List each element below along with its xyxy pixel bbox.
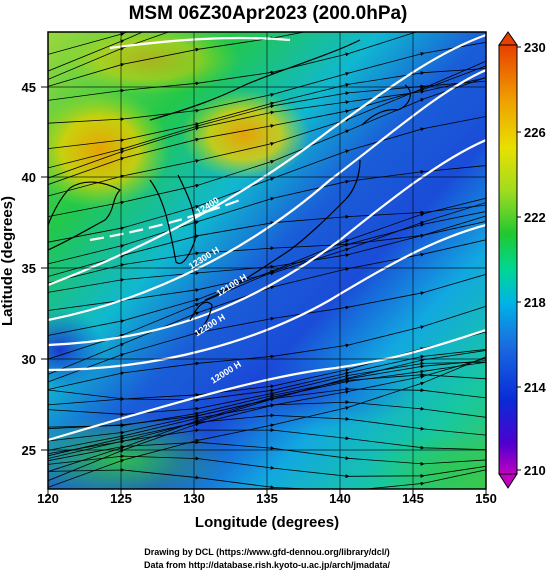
map-title: MSM 06Z30Apr2023 (200.0hPa) (129, 3, 408, 24)
contour-line (48, 33, 486, 287)
x-tick-label: 120 (37, 491, 59, 506)
contour-line (89, 198, 241, 242)
coastline-china (48, 181, 121, 251)
y-tick-label: 35 (22, 261, 36, 276)
colorbar-top-triangle (498, 31, 518, 46)
y-axis-label: Latitude (degrees) (0, 196, 16, 326)
credit-line-1: Drawing by DCL (https://www.gfd-dennou.o… (144, 547, 390, 557)
wind-streamlines (48, 32, 486, 489)
contour-line (48, 223, 486, 372)
coastline-kyushu (189, 301, 213, 335)
colorbar-bottom-triangle (498, 473, 518, 489)
contour-line (48, 68, 486, 322)
colorbar: 230 226 222 218 214 210 (498, 31, 546, 489)
y-tick-labels: 45 40 35 30 25 (22, 80, 36, 458)
x-tick-labels: 120 125 130 135 140 145 150 (37, 491, 497, 506)
contour-line (48, 138, 486, 347)
coastlines (48, 39, 411, 335)
coastline-russia (149, 39, 361, 121)
x-axis-label: Longitude (degrees) (195, 514, 339, 531)
colorbar-tick-label: 226 (524, 125, 546, 140)
y-tick-label: 40 (22, 170, 36, 185)
warm-region-korea (180, 90, 310, 180)
x-tick-label: 130 (183, 491, 205, 506)
contour-line (109, 36, 291, 50)
x-tick-label: 140 (329, 491, 351, 506)
height-contours (48, 33, 486, 442)
coastline-hokkaido (361, 84, 411, 126)
colorbar-tick-label: 218 (524, 295, 546, 310)
lat-lon-grid (48, 32, 486, 489)
colorbar-tick-label: 222 (524, 210, 546, 225)
contour-line (48, 328, 486, 442)
cold-region-west (48, 310, 105, 390)
coastline-honshu (204, 159, 361, 301)
colorbar-tick-label: 214 (524, 380, 546, 395)
colorbar-tick-label: 210 (524, 463, 546, 478)
x-tick-label: 125 (110, 491, 132, 506)
y-tick-label: 30 (22, 352, 36, 367)
warm-region-north (60, 32, 240, 95)
x-tick-label: 150 (475, 491, 497, 506)
streamline (48, 465, 486, 489)
y-tick-label: 25 (22, 443, 36, 458)
coastline-korea (149, 174, 197, 264)
axis-tick-marks (41, 86, 487, 496)
credit-line-2: Data from http://database.rish.kyoto-u.a… (144, 560, 391, 570)
colorbar-tick-label: 230 (524, 40, 546, 55)
y-tick-label: 45 (22, 80, 36, 95)
x-tick-label: 135 (256, 491, 278, 506)
warm-region-west (48, 90, 170, 210)
x-tick-label: 145 (402, 491, 424, 506)
colorbar-gradient (498, 44, 518, 475)
